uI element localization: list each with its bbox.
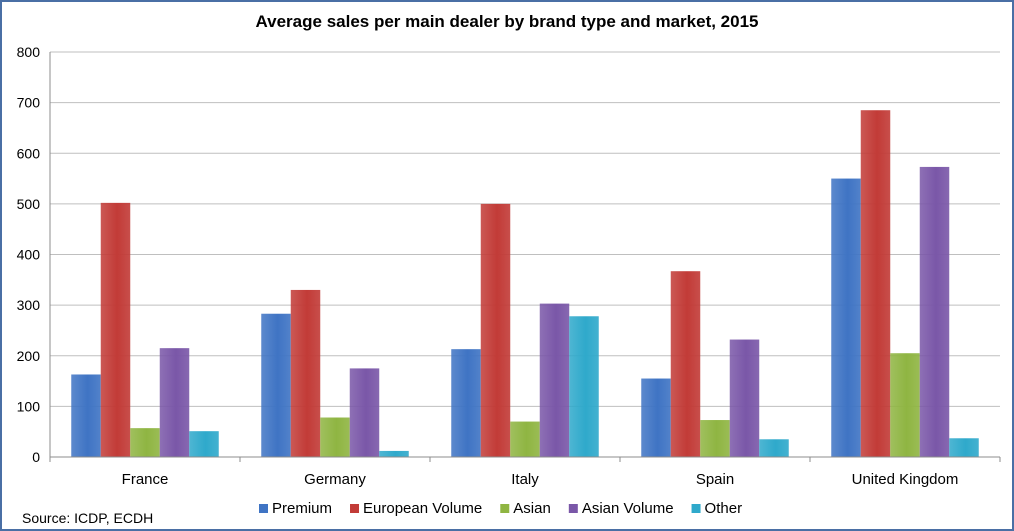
chart-title: Average sales per main dealer by brand t…: [255, 12, 759, 31]
y-tick-label: 300: [17, 297, 41, 313]
bar-asian-volume-united-kingdom: [919, 166, 950, 457]
bar-other-germany: [379, 450, 409, 457]
bar-asian-germany: [320, 417, 350, 457]
x-tick-label: Spain: [696, 471, 734, 488]
bar-asian-volume-spain: [729, 339, 760, 457]
bar-asian-volume-france: [159, 348, 190, 457]
legend-swatch: [500, 504, 510, 513]
bars: [71, 110, 979, 457]
bar-asian-italy: [510, 421, 540, 457]
legend-label: Asian: [513, 500, 551, 517]
bar-premium-spain: [641, 378, 671, 457]
bar-european-volume-spain: [670, 271, 701, 457]
legend-label: Other: [705, 500, 743, 517]
bar-other-italy: [569, 316, 599, 457]
y-axis: 0 100 200 300 400 500 600 700 800: [17, 44, 51, 465]
bar-asian-volume-italy: [539, 303, 570, 457]
legend: Premium European Volume Asian Asian Volume O…: [259, 500, 742, 517]
legend-swatch: [568, 504, 578, 513]
bar-asian-france: [130, 428, 160, 457]
bar-european-volume-united-kingdom: [860, 110, 891, 457]
source-note: Source: ICDP, ECDH: [22, 510, 154, 526]
x-tick-label: Germany: [304, 471, 366, 488]
x-axis: France Germany Italy Spain United Kingdom: [49, 456, 1001, 488]
bar-european-volume-italy: [480, 203, 511, 457]
y-tick-label: 500: [17, 196, 41, 212]
x-tick-label: United Kingdom: [852, 471, 959, 488]
bar-premium-italy: [451, 349, 481, 457]
y-tick-label: 800: [17, 44, 41, 60]
bar-asian-volume-germany: [349, 368, 380, 457]
legend-label: Asian Volume: [582, 500, 674, 517]
bar-premium-germany: [261, 313, 291, 457]
bar-other-france: [189, 431, 219, 457]
y-tick-label: 400: [17, 247, 41, 263]
y-tick-label: 600: [17, 145, 41, 161]
legend-swatch: [691, 504, 701, 513]
bar-other-spain: [759, 439, 789, 457]
bar-premium-france: [71, 374, 101, 457]
legend-swatch: [259, 504, 268, 513]
legend-swatch: [350, 504, 360, 513]
y-tick-label: 100: [17, 398, 41, 414]
bar-premium-united-kingdom: [831, 178, 861, 457]
bar-european-volume-germany: [290, 289, 321, 457]
y-tick-label: 200: [17, 348, 41, 364]
bar-asian-spain: [700, 420, 730, 457]
legend-label: Premium: [272, 500, 332, 517]
x-tick-label: Italy: [511, 471, 539, 488]
legend-label: European Volume: [363, 500, 482, 517]
y-tick-label: 0: [32, 449, 40, 465]
bar-asian-united-kingdom: [890, 353, 920, 457]
y-tick-label: 700: [17, 95, 41, 111]
x-tick-label: France: [122, 471, 169, 488]
bar-other-united-kingdom: [949, 438, 979, 457]
bar-european-volume-france: [100, 202, 131, 457]
